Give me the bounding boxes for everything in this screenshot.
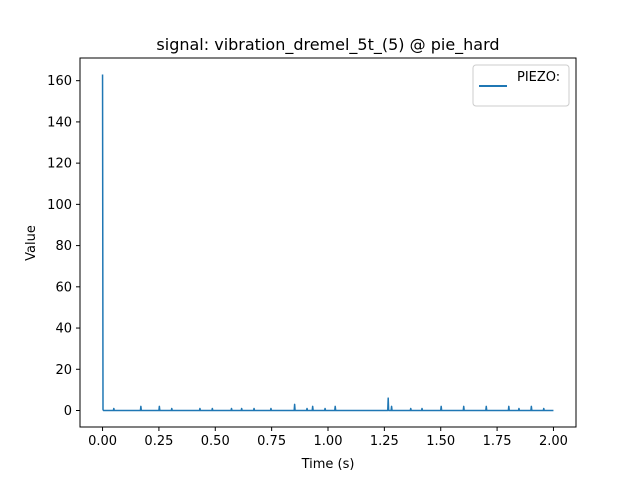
y-tick-label: 20 <box>55 363 72 378</box>
y-tick-label: 40 <box>55 322 72 337</box>
x-tick-label: 0.00 <box>88 434 117 449</box>
legend: PIEZO: <box>472 64 570 107</box>
series-layer <box>101 74 554 412</box>
y-tick-label: 60 <box>55 280 72 295</box>
x-axis: 0.00 0.25 0.50 0.75 1.00 1.25 1.50 1.75 2.00 <box>88 427 568 449</box>
x-tick-label: 2.00 <box>539 434 568 449</box>
y-axis: 0 20 40 60 80 100 120 140 160 <box>47 74 80 419</box>
x-tick-label: 1.50 <box>426 434 455 449</box>
x-tick-label: 1.25 <box>370 434 399 449</box>
x-tick-label: 1.00 <box>314 434 343 449</box>
legend-label-piezo: PIEZO: <box>517 70 560 85</box>
series-line-0 <box>101 74 554 412</box>
x-tick-label: 1.75 <box>483 434 512 449</box>
plot-frame <box>79 57 577 428</box>
chart-title: signal: vibration_dremel_5t_(5) @ pie_ha… <box>156 35 499 55</box>
x-tick-label: 0.50 <box>201 434 230 449</box>
plot-area <box>80 58 576 427</box>
x-tick-label: 0.25 <box>144 434 173 449</box>
y-tick-label: 120 <box>47 157 72 172</box>
y-axis-label: Value <box>24 225 39 261</box>
y-tick-label: 80 <box>55 239 72 254</box>
y-tick-label: 0 <box>64 404 72 419</box>
x-tick-label: 0.75 <box>257 434 286 449</box>
y-tick-label: 100 <box>47 198 72 213</box>
legend-box <box>472 64 570 107</box>
x-axis-label: Time (s) <box>301 457 355 472</box>
y-tick-label: 160 <box>47 74 72 89</box>
y-tick-label: 140 <box>47 115 72 130</box>
